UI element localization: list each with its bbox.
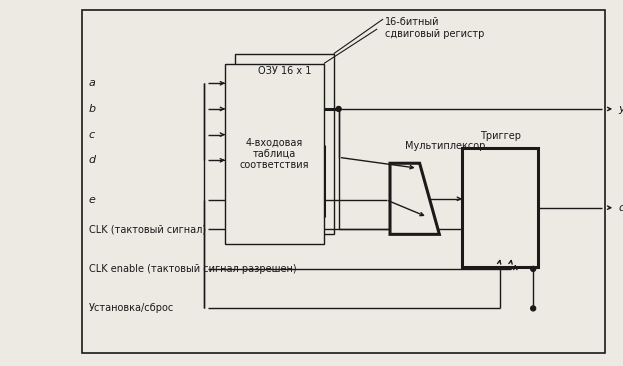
Text: ОЗУ 16 х 1: ОЗУ 16 х 1 — [258, 66, 311, 75]
Text: c: c — [89, 130, 95, 139]
Bar — [82, 10, 606, 353]
Text: b: b — [89, 104, 96, 114]
Polygon shape — [390, 163, 439, 234]
Bar — [235, 54, 334, 234]
Circle shape — [336, 107, 341, 111]
Text: d: d — [89, 155, 96, 165]
Text: q: q — [618, 203, 623, 213]
Bar — [462, 149, 538, 267]
Text: CLK enable (тактовый сигнал разрешен): CLK enable (тактовый сигнал разрешен) — [89, 264, 297, 274]
Text: Триггер: Триггер — [480, 131, 521, 141]
Text: intellecticu: intellecticu — [457, 324, 511, 334]
Text: Установка/сброс: Установка/сброс — [89, 303, 174, 313]
Text: Мультиплексор: Мультиплексор — [405, 141, 485, 152]
Text: CLK (тактовый сигнал): CLK (тактовый сигнал) — [89, 224, 206, 234]
Text: y: y — [618, 104, 623, 114]
Bar — [462, 149, 538, 267]
Text: a: a — [89, 78, 96, 88]
Circle shape — [531, 306, 536, 311]
Text: e: e — [89, 195, 96, 205]
Bar — [225, 64, 324, 244]
Text: 4-входовая
таблица
соответствия: 4-входовая таблица соответствия — [240, 137, 309, 171]
Circle shape — [531, 266, 536, 271]
Text: 16-битный
сдвиговый регистр: 16-битный сдвиговый регистр — [385, 17, 485, 39]
